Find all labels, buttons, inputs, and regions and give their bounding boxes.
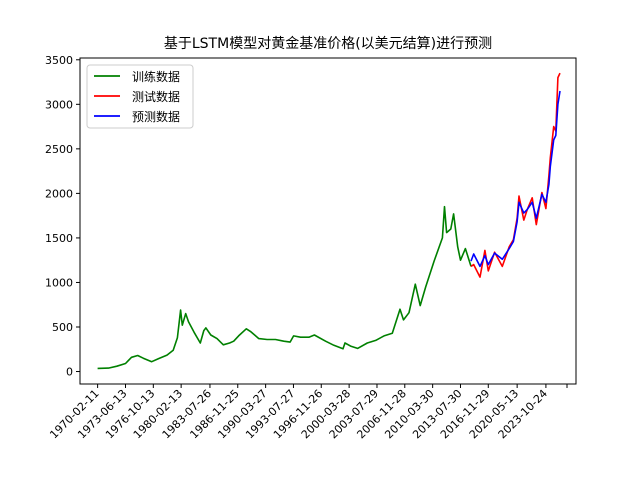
y-axis: 0 500 1000 1500 2000 2500 3000 3500 (45, 54, 80, 379)
y-tick-label: 0 (66, 366, 73, 379)
legend-label: 训练数据 (132, 69, 180, 84)
x-axis: 1970-02-111973-06-131976-10-131980-02-13… (47, 384, 568, 441)
legend-label: 预测数据 (132, 109, 180, 124)
y-tick-label: 500 (52, 321, 73, 334)
y-tick-label: 1500 (45, 232, 73, 245)
axes-frame (79, 57, 577, 385)
legend-label: 测试数据 (132, 89, 180, 104)
legend-box (86, 64, 194, 129)
y-tick-label: 2500 (45, 143, 73, 156)
series-line-2 (470, 90, 561, 268)
plot-lines (97, 72, 561, 370)
y-tick-label: 1000 (45, 276, 73, 289)
y-tick-label: 2000 (45, 187, 73, 200)
series-line-0 (97, 205, 472, 370)
y-tick-label: 3000 (45, 98, 73, 111)
series-line-1 (470, 72, 561, 278)
chart-title: 基于LSTM模型对黄金基准价格(以美元结算)进行预测 (164, 35, 492, 52)
y-tick-label: 3500 (45, 54, 73, 67)
